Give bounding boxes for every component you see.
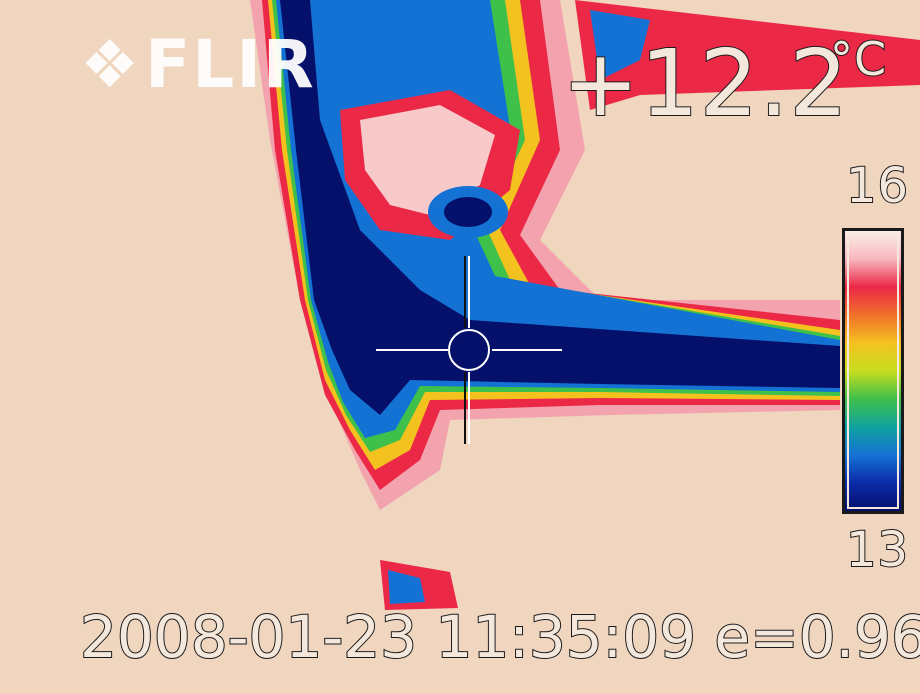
cold-spot-core (444, 197, 492, 227)
flir-logo-mark: ❖ (80, 26, 142, 103)
temperature-unit-label: °C (829, 32, 888, 86)
temperature-colorbar (842, 228, 904, 514)
capture-timestamp: 2008-01-23 11:35:09 e=0.96 (79, 603, 920, 671)
scale-min-label: 13 (845, 522, 910, 578)
upper-right-region (575, 0, 920, 110)
flir-logo: ❖FLIR (80, 32, 316, 98)
upper-right-core (590, 10, 650, 80)
spot-meter-crosshair (376, 256, 562, 444)
small-object-core (388, 570, 425, 604)
spot-temperature-readout: +12.2 (561, 30, 849, 137)
flir-logo-text: FLIR (145, 26, 316, 103)
cold-core-region (280, 0, 840, 415)
scale-max-label: 16 (845, 158, 910, 214)
temperature-colorbar-inner (847, 233, 899, 509)
